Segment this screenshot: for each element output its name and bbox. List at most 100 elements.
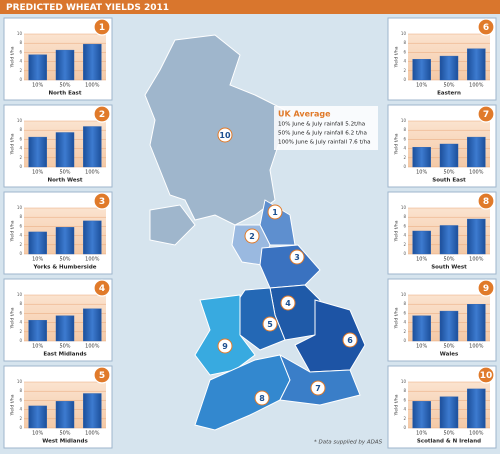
y-tick-label: 8 [403,214,406,219]
panel-badge-label: 10 [480,371,493,381]
map-badge [342,332,358,348]
x-tick-label: 10% [32,344,43,350]
bar [439,310,459,342]
y-tick-label: 2 [403,416,406,421]
x-tick-label: 100% [85,257,100,263]
y-tick-label: 10 [17,118,23,123]
bar [467,48,486,81]
region-name: West Midlands [42,439,88,445]
bar [412,401,431,429]
panel: 0 2 4 6 8 10 Yield t/ha 10% 50% 100%South East 7 [387,104,497,188]
panel-badge [477,192,495,210]
y-axis-label: Yield t/ha [10,307,16,329]
y-axis-label: Yield t/ha [10,394,16,416]
map-badge-label: 7 [315,384,321,393]
x-tick-label: 100% [85,344,100,350]
y-tick-label: 2 [403,68,406,73]
title-bar [0,0,500,14]
uk-average-line: 10% June & July rainfall 5.2t/ha [278,122,365,128]
x-tick-label: 100% [85,170,100,176]
x-tick-label: 50% [59,431,70,437]
y-tick-label: 4 [19,407,22,412]
map-badge-label: 4 [285,299,291,308]
y-tick-label: 2 [19,329,22,334]
y-axis-label: Yield t/ha [394,394,400,416]
panel-badge-label: 4 [99,284,105,294]
y-tick-label: 10 [17,292,23,297]
x-tick-label: 100% [85,431,100,437]
region-name: Yorks & Humberside [33,265,97,271]
y-axis-label: Yield t/ha [10,220,16,242]
panel: 0 2 4 6 8 10 Yield t/ha 10% 50% 100%South West 8 [387,191,497,275]
y-axis-label: Yield t/ha [394,220,400,242]
bar [28,54,47,81]
y-tick-label: 10 [401,118,407,123]
panel: 0 2 4 6 8 10 Yield t/ha 10% 50% 100%North East 1 [3,17,113,101]
y-tick-label: 0 [19,251,22,256]
bar [467,218,486,255]
y-tick-label: 4 [19,59,22,64]
panel-badge [93,366,111,384]
x-tick-label: 50% [59,83,70,89]
bar [83,393,102,429]
y-axis-label: Yield t/ha [394,133,400,155]
region-name: Wales [440,352,459,358]
bar [412,147,431,168]
y-tick-label: 6 [19,397,22,402]
bar [55,227,75,255]
y-axis-label: Yield t/ha [10,46,16,68]
map-badge-label: 6 [347,336,353,345]
panel-badge [477,279,495,297]
x-tick-label: 50% [443,83,454,89]
bar [55,315,75,342]
map-badge-label: 5 [267,320,273,329]
bar [28,136,47,168]
bar [83,220,102,255]
panel: 0 2 4 6 8 10 Yield t/ha 10% 50% 100%North West 2 [3,104,113,188]
y-tick-label: 2 [19,416,22,421]
panel-badge [477,18,495,36]
panel: 0 2 4 6 8 10 Yield t/ha 10% 50% 100% Yorks & Humbe… [3,191,113,275]
y-tick-label: 4 [403,59,406,64]
y-tick-label: 4 [19,233,22,238]
y-tick-label: 10 [17,205,23,210]
region-name: North East [49,91,82,97]
x-tick-label: 50% [59,170,70,176]
map-badge-label: 10 [219,131,231,140]
y-tick-label: 10 [401,205,407,210]
map-badge [244,228,260,244]
panel-badge-label: 5 [99,371,105,381]
y-tick-label: 4 [403,146,406,151]
panel-badge [93,192,111,210]
x-tick-label: 50% [443,257,454,263]
y-tick-label: 10 [401,379,407,384]
bar [55,401,75,429]
y-tick-label: 8 [403,127,406,132]
y-tick-label: 8 [403,388,406,393]
uk-average-line: 50% June & July rainfall 6.2 t/ha [278,131,367,137]
panel: 0 2 4 6 8 10 Yield t/ha 10% 50% 100% East Midlands… [3,278,113,362]
y-tick-label: 0 [19,425,22,430]
bar [439,55,459,81]
map-labels: 1 2 3 4 5 6 7 8 9 10 [217,127,358,406]
y-tick-label: 8 [19,388,22,393]
y-axis-label: Yield t/ha [10,133,16,155]
y-tick-label: 2 [403,155,406,160]
bar [83,126,102,168]
map-badge [310,380,326,396]
y-tick-label: 8 [19,127,22,132]
x-tick-label: 100% [469,83,484,89]
panel-badge-label: 9 [483,284,489,294]
map-badge [289,249,305,265]
y-tick-label: 0 [403,425,406,430]
y-tick-label: 6 [19,223,22,228]
y-tick-label: 10 [401,292,407,297]
y-tick-label: 10 [401,31,407,36]
y-tick-label: 0 [19,164,22,169]
y-tick-label: 0 [19,338,22,343]
y-tick-label: 0 [19,77,22,82]
y-tick-label: 0 [403,338,406,343]
y-axis-label: Yield t/ha [394,46,400,68]
y-tick-label: 8 [19,214,22,219]
